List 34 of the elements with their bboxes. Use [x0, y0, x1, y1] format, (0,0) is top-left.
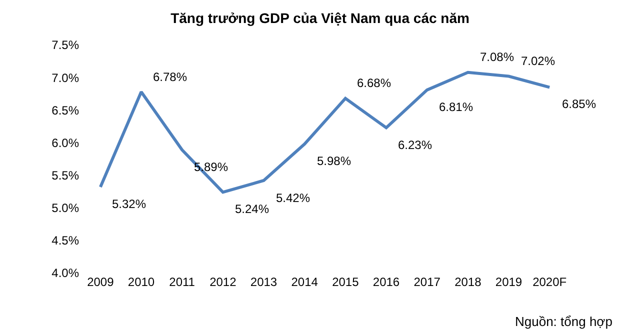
- x-tick-label: 2010: [128, 275, 155, 289]
- line-series: [98, 70, 552, 194]
- x-tick-label: 2017: [414, 275, 441, 289]
- x-tick-label: 2013: [250, 275, 278, 289]
- x-tick-label: 2015: [332, 275, 360, 289]
- data-label: 7.08%: [480, 50, 514, 64]
- x-tick-label: 2011: [169, 275, 196, 289]
- y-tick-label: 6.0%: [52, 136, 80, 150]
- x-tick-label: 2012: [210, 275, 237, 289]
- x-tick-label: 2014: [291, 275, 318, 289]
- data-label: 7.02%: [521, 54, 556, 68]
- data-label: 6.23%: [398, 138, 432, 152]
- data-label: 5.32%: [112, 197, 146, 211]
- x-tick-label: 2018: [454, 275, 482, 289]
- x-tick-label: 2019: [495, 275, 522, 289]
- y-tick-label: 6.5%: [52, 103, 80, 118]
- data-label: 5.42%: [276, 191, 310, 205]
- data-label: 5.98%: [317, 154, 352, 168]
- chart-title: Tăng trưởng GDP của Việt Nam qua các năm: [170, 10, 470, 26]
- y-tick-label: 4.5%: [52, 234, 80, 248]
- x-tick-label: 2016: [372, 275, 400, 289]
- x-tick-label: 2009: [87, 275, 114, 289]
- y-tick-label: 7.0%: [52, 70, 80, 85]
- data-label: 6.78%: [153, 70, 188, 84]
- y-tick-label: 7.5%: [52, 38, 80, 52]
- data-label: 6.68%: [357, 76, 392, 90]
- y-tick-label: 5.5%: [52, 168, 80, 182]
- y-tick-label: 5.0%: [52, 201, 80, 216]
- x-tick-label: 2020F: [532, 275, 567, 289]
- data-label: 5.24%: [235, 202, 270, 216]
- text: Nguồn: tổng hợp: [515, 314, 612, 329]
- data-label: 6.85%: [562, 97, 596, 111]
- y-tick-label: 4.0%: [52, 266, 80, 280]
- data-label: 6.81%: [439, 100, 474, 114]
